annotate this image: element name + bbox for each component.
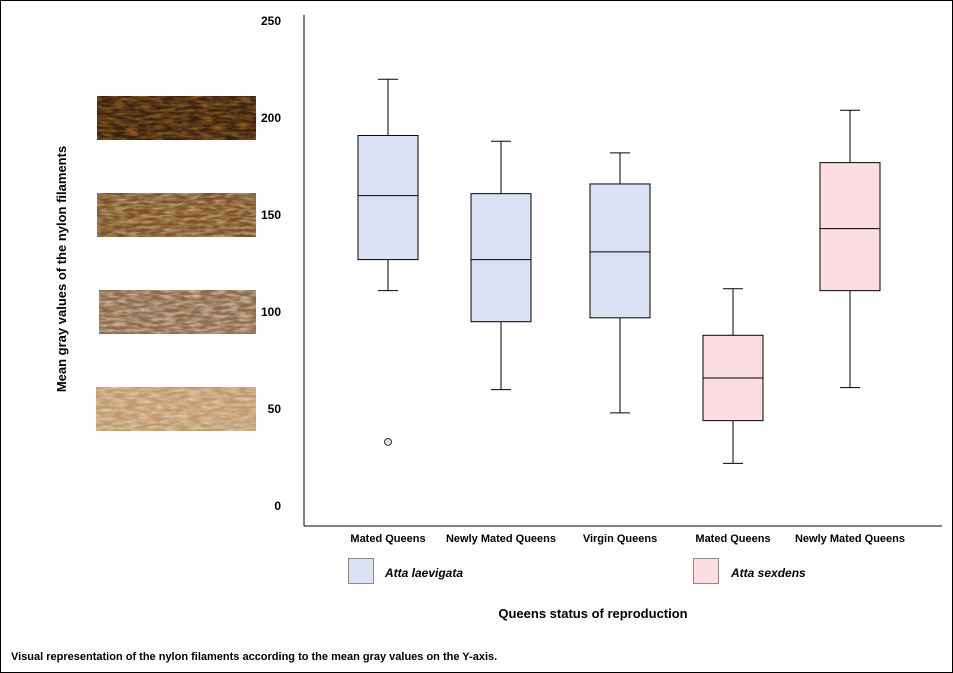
y-tick-label: 50 [268, 402, 282, 416]
filament-swatch-texture [97, 193, 256, 237]
box-series [357, 78, 881, 464]
y-tick-label: 250 [261, 14, 281, 28]
outlier-point [384, 437, 392, 446]
y-tick-label: 200 [261, 111, 281, 125]
filament-swatches [96, 96, 256, 431]
x-category-labels: Mated Queens Newly Mated Queens Virgin Que… [350, 533, 905, 545]
box-iqr [470, 193, 532, 323]
box-plot [819, 109, 881, 389]
box-plot [702, 288, 764, 464]
box-iqr [357, 134, 419, 261]
y-axis-title: Mean gray values of the nylon filaments [54, 146, 69, 392]
legend-label-atta-sexdens: Atta sexdens [731, 566, 806, 580]
x-axis-title: Queens status of reproduction [498, 606, 687, 621]
filament-swatch [97, 96, 256, 140]
filament-swatch [97, 193, 256, 237]
box-plot [357, 78, 419, 446]
figure-caption: Visual representation of the nylon filam… [11, 651, 498, 663]
legend-swatch-atta-sexdens [693, 558, 719, 584]
legend-label-atta-laevigata: Atta laevigata [385, 566, 464, 580]
box-plot [470, 140, 532, 391]
box-plot [589, 152, 651, 414]
y-tick-label: 0 [274, 499, 281, 513]
y-tick-label: 100 [261, 305, 281, 319]
x-category-label: Mated Queens [695, 533, 770, 545]
filament-swatch-texture [99, 290, 256, 334]
filament-swatch [96, 387, 256, 431]
x-category-label: Newly Mated Queens [446, 533, 556, 545]
x-category-label: Virgin Queens [583, 533, 657, 545]
x-category-label: Mated Queens [350, 533, 425, 545]
box-iqr [819, 162, 881, 292]
legend-swatch-atta-laevigata [348, 558, 374, 584]
filament-swatch [99, 290, 256, 334]
x-category-label: Newly Mated Queens [795, 533, 905, 545]
y-tick-labels: 0 50 100 150 200 250 [261, 14, 281, 513]
filament-swatch-texture [96, 387, 256, 431]
axes [303, 15, 942, 527]
y-tick-label: 150 [261, 208, 281, 222]
filament-swatch-texture [97, 96, 256, 140]
box-iqr [589, 183, 651, 319]
